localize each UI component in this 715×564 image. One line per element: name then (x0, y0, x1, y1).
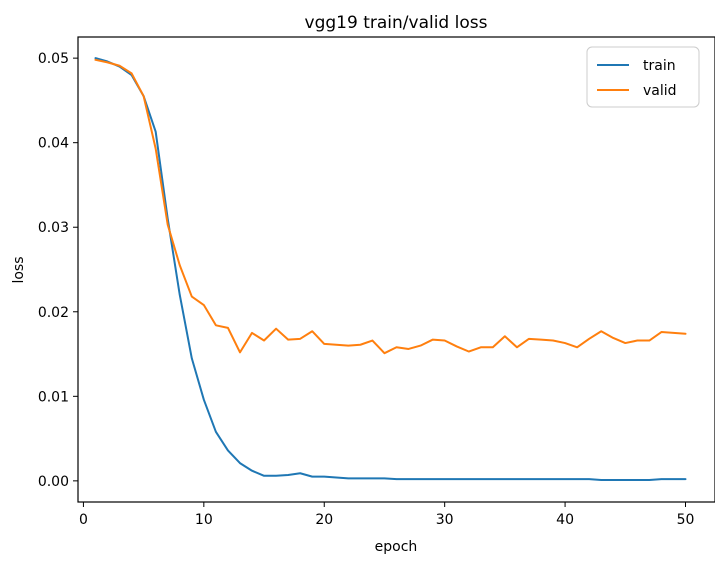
x-tick-label-0: 0 (79, 512, 88, 528)
plot-area (77, 36, 715, 503)
y-axis-ticks: 0.00 0.01 0.02 0.03 0.04 0.05 (38, 51, 78, 490)
y-tick-label-2: 0.02 (38, 305, 69, 321)
legend-valid-label: valid (643, 83, 677, 99)
chart-title: vgg19 train/valid loss (305, 13, 488, 33)
x-tick-label-40: 40 (556, 512, 574, 528)
legend-train-label: train (643, 58, 676, 74)
y-tick-label-3: 0.03 (38, 220, 69, 236)
y-tick-label-1: 0.01 (38, 389, 69, 405)
series-layer (94, 57, 687, 482)
x-tick-label-50: 50 (677, 512, 695, 528)
x-tick-label-30: 30 (436, 512, 454, 528)
y-axis-label: loss (11, 256, 27, 283)
series-line-train (94, 57, 687, 482)
legend: train valid (586, 46, 700, 108)
x-tick-label-10: 10 (195, 512, 213, 528)
x-axis-ticks: 0 10 20 30 40 50 (79, 502, 694, 528)
plot-frame (77, 36, 715, 503)
y-tick-label-4: 0.04 (38, 136, 69, 152)
y-tick-label-0: 0.00 (38, 474, 69, 490)
y-tick-label-5: 0.05 (38, 51, 69, 67)
legend-box (586, 46, 700, 108)
series-line-valid (94, 58, 687, 355)
x-axis-label: epoch (375, 539, 418, 555)
x-tick-label-20: 20 (315, 512, 333, 528)
